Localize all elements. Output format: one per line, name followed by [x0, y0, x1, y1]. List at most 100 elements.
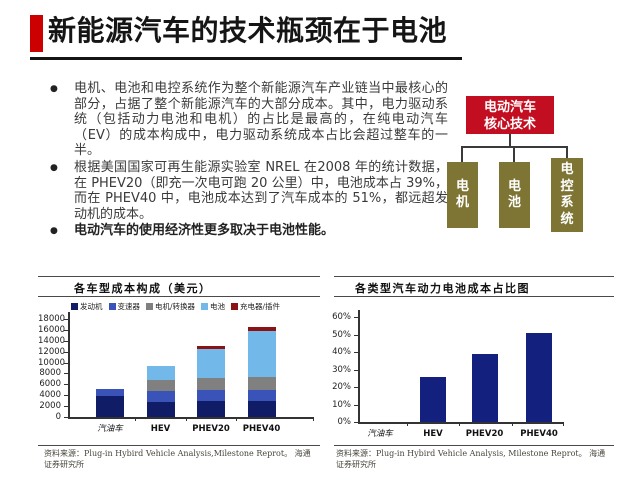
y-tick-label: 12000	[38, 346, 66, 357]
bar-segment	[197, 390, 225, 402]
y-tick-label: 20%	[332, 382, 351, 392]
title-underline	[30, 57, 462, 60]
y-tick-label: 40%	[332, 347, 351, 357]
diagram-child-box-battery: 电池	[499, 162, 530, 228]
diagram-connector	[509, 134, 511, 147]
title-accent-bar	[30, 15, 43, 52]
legend-item: 电池	[201, 301, 225, 312]
y-tick-mark	[354, 387, 358, 388]
bullet-item: ● 电机、电池和电控系统作为整个新能源汽车产业链当中最核心的部分，占据了整个新能…	[50, 81, 448, 159]
bullet-list: ● 电机、电池和电控系统作为整个新能源汽车产业链当中最核心的部分，占据了整个新能…	[50, 81, 448, 241]
y-tick-mark	[64, 417, 68, 418]
x-axis	[358, 422, 564, 424]
y-tick-mark	[354, 369, 358, 371]
chart-rule	[334, 445, 614, 446]
legend-label: 电机/转换器	[155, 302, 196, 311]
bullet-item: ● 根据美国国家可再生能源实验室 NREL 在2008 年的统计数据，在 PHE…	[50, 160, 448, 222]
y-tick-label: 0%	[337, 417, 352, 427]
x-tick-label: PHEV40	[520, 429, 558, 439]
diagram-child-box-control: 电控系统	[551, 158, 583, 232]
legend-swatch	[231, 303, 239, 310]
x-tick-label: PHEV20	[465, 429, 504, 439]
y-tick-mark	[64, 351, 68, 353]
diagram-child-label: 电控系统	[560, 162, 574, 227]
bar	[471, 353, 498, 422]
chart-rule	[334, 276, 614, 277]
bullet-text: 电机、电池和电控系统作为整个新能源汽车产业链当中最核心的部分，占据了整个新能源汽…	[74, 81, 448, 159]
x-tick-mark	[236, 417, 238, 421]
y-tick-mark	[354, 422, 358, 423]
bar	[526, 332, 552, 422]
bar-segment	[247, 390, 276, 401]
x-tick-mark	[563, 422, 564, 426]
legend-item: 变速器	[108, 301, 140, 312]
chart-rule	[38, 445, 320, 446]
y-tick-mark	[354, 352, 358, 353]
legend-swatch	[71, 303, 78, 310]
diagram-child-box-motor: 电机	[447, 162, 478, 228]
bullet-dot: ●	[50, 84, 58, 94]
y-tick-label: 18000	[38, 314, 66, 324]
diagram-root-box: 电动汽车核心技术	[466, 96, 554, 134]
y-tick-mark	[64, 373, 68, 375]
bar-segment	[247, 377, 276, 391]
y-axis	[68, 312, 70, 417]
bar-segment	[146, 365, 175, 380]
legend-swatch	[108, 303, 116, 310]
legend-swatch	[201, 303, 209, 310]
bullet-text: 根据美国国家可再生能源实验室 NREL 在2008 年的统计数据，在 PHEV2…	[74, 159, 448, 222]
y-tick-mark	[64, 319, 68, 320]
x-tick-label: 汽油车	[367, 429, 393, 439]
chart-source: 资料来源：Plug-in Hybird Vehicle Analysis,Mil…	[44, 449, 311, 469]
y-tick-label: 10000	[38, 357, 66, 368]
cost-structure-chart: 各车型成本构成（美元） 发动机 变速器 电机/转换器 电池 充电器/插件 0 2000 40…	[38, 274, 320, 480]
y-tick-label: 60%	[332, 312, 351, 322]
x-tick-label: PHEV40	[242, 424, 281, 434]
x-tick-label: PHEV20	[192, 424, 230, 434]
y-tick-label: 4000	[39, 390, 61, 401]
legend-label: 充电器/插件	[240, 302, 281, 311]
y-tick-mark	[64, 362, 68, 364]
chart-title: 各车型成本构成（美元）	[74, 282, 212, 295]
x-tick-label: HEV	[150, 424, 171, 434]
chart-rule	[38, 276, 320, 277]
y-tick-label: 30%	[332, 364, 351, 375]
legend-item: 发动机	[71, 301, 103, 312]
diagram-child-label: 电机	[456, 178, 470, 211]
y-tick-label: 16000	[38, 324, 66, 335]
y-axis	[358, 310, 360, 422]
legend-swatch	[146, 303, 153, 310]
y-tick-mark	[354, 317, 358, 318]
diagram-connector	[513, 147, 515, 162]
legend-label: 发动机	[80, 302, 103, 311]
page-title: 新能源汽车的技术瓶颈在于电池	[48, 14, 448, 47]
x-tick-mark	[135, 417, 137, 421]
y-tick-label: 0	[55, 412, 61, 422]
chart-rule	[38, 296, 320, 297]
chart-rule	[334, 296, 614, 297]
x-tick-mark	[511, 422, 513, 426]
y-tick-mark	[64, 340, 68, 342]
x-tick-mark	[458, 422, 460, 426]
y-tick-mark	[64, 329, 68, 331]
chart-legend: 发动机 变速器 电机/转换器 电池 充电器/插件	[71, 301, 320, 312]
bar-segment	[96, 395, 124, 417]
bar-segment	[197, 378, 225, 391]
y-tick-mark	[64, 384, 68, 386]
diagram-connector	[461, 147, 463, 162]
bar-segment	[247, 330, 276, 378]
y-tick-label: 8000	[39, 368, 61, 379]
bar-segment	[146, 379, 175, 391]
y-tick-mark	[64, 395, 68, 397]
y-tick-mark	[64, 406, 68, 408]
x-tick-label: 汽油车	[97, 424, 123, 434]
y-tick-mark	[354, 334, 358, 336]
bar-segment	[197, 401, 225, 417]
bar-segment	[247, 400, 276, 417]
plot-area: 0% 10% 20% 30% 40% 50% 60% 汽油车 HEV PHEV20 PHEV40	[322, 274, 614, 480]
bar-segment	[146, 402, 175, 417]
bar-segment	[247, 326, 276, 331]
bar-segment	[96, 389, 124, 396]
x-tick-mark	[185, 417, 187, 421]
